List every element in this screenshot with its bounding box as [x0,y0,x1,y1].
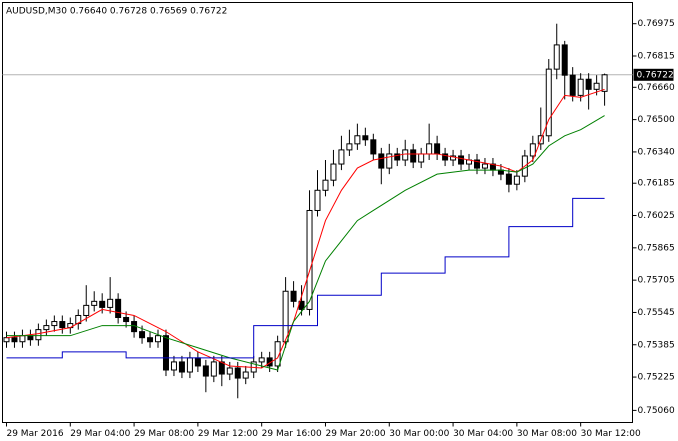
candle-body [3,337,10,343]
candle-body [242,371,249,379]
candle-body [473,159,480,169]
candle-body [59,321,66,329]
candle-body [561,44,568,76]
candle-body [505,173,512,185]
candle-body [322,179,329,191]
candle-body [450,155,457,161]
y-tick-label: 0.75060 [638,406,675,416]
candle-body [202,365,209,377]
candle-body [545,68,552,137]
candle-body [394,153,401,161]
candle-body [11,337,18,343]
candle-body [178,361,185,373]
candle-body [442,153,449,161]
y-tick-label: 0.76660 [638,83,675,93]
x-tick-label: 29 Mar 04:00 [70,429,130,439]
x-tick-label: 29 Mar 12:00 [198,429,258,439]
candle-body [426,143,433,155]
y-tick-label: 0.76025 [638,211,675,221]
candle-body [107,298,114,308]
candle-body [434,143,441,155]
y-tick-label: 0.75545 [638,308,675,318]
x-tick-label: 30 Mar 00:00 [389,429,449,439]
last-price-label: 0.76722 [637,70,674,80]
candle-body [282,290,289,343]
candle-body [370,139,377,155]
candle-body [346,143,353,151]
y-tick-label: 0.75225 [638,373,675,383]
x-tick-label: 29 Mar 20:00 [325,429,385,439]
candle-body [170,361,177,371]
candle-body [402,149,409,161]
candle-body [378,153,385,169]
candle-body [186,357,193,373]
candle-body [330,163,337,181]
candle-body [585,78,592,90]
candle-body [83,304,90,316]
last-price-box [633,68,674,81]
x-tick-label: 30 Mar 04:00 [453,429,513,439]
y-tick-label: 0.76500 [638,115,675,125]
candle-body [210,361,217,377]
candle-body [513,175,520,185]
candle-body [123,317,130,323]
x-tick-label: 30 Mar 08:00 [517,429,577,439]
candle-body [601,74,608,92]
x-tick-label: 29 Mar 2016 [6,429,63,439]
x-tick-label: 29 Mar 08:00 [134,429,194,439]
chart-title: AUDUSD,M30 0.76640 0.76728 0.76569 0.767… [6,7,227,17]
x-tick-label: 29 Mar 16:00 [262,429,322,439]
candle-body [529,143,536,157]
candle-body [51,321,58,327]
candle-body [410,149,417,163]
candle-body [274,341,281,367]
y-tick-label: 0.76975 [638,19,675,29]
candle-body [258,357,265,363]
y-tick-label: 0.76185 [638,179,675,189]
candle-body [290,290,297,302]
candle-body [386,153,393,169]
candle-body [354,135,361,145]
candle-body [99,300,106,308]
candle-body [458,155,465,165]
indicator-line [6,115,605,371]
y-tick-label: 0.76815 [638,52,675,62]
candle-body [155,335,162,343]
candle-body [162,335,169,371]
candle-body [553,44,560,70]
candle-body [306,209,313,310]
candle-body [234,367,241,379]
indicator-line [6,197,605,359]
candle-body [147,337,154,343]
candle-body [338,149,345,165]
candle-body [19,335,26,343]
candle-body [593,82,600,90]
candle-body [577,78,584,96]
y-tick-label: 0.75385 [638,340,675,350]
y-tick-label: 0.75705 [638,276,675,286]
candle-body [314,189,321,211]
candle-body [115,298,122,319]
candle-body [43,325,50,331]
candle-body [91,300,98,306]
x-tick-label: 30 Mar 12:00 [581,429,641,439]
indicator-line [6,88,605,369]
candle-body [194,357,201,367]
candle-body [139,331,146,339]
candle-body [362,135,369,141]
y-tick-label: 0.76340 [638,147,675,157]
candle-body [35,329,42,341]
candle-body [481,163,488,169]
candle-body [569,74,576,96]
y-tick-label: 0.75865 [638,243,675,253]
candle-body [27,335,34,341]
candle-body [226,367,233,375]
candle-body [418,153,425,163]
